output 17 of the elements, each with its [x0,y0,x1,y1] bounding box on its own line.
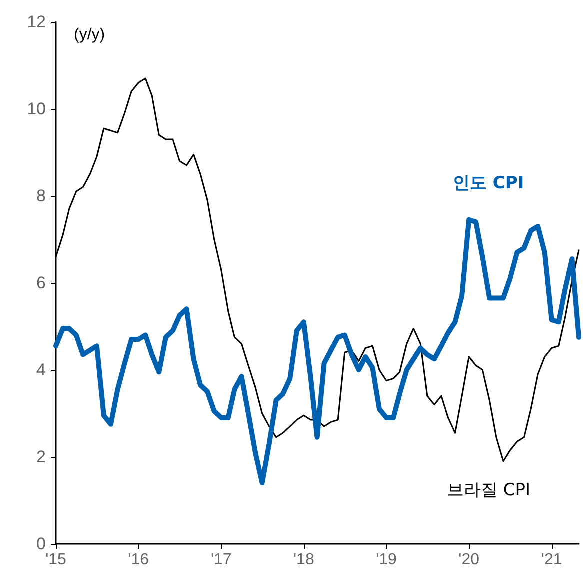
y-tick-label: 2 [36,448,46,466]
y-tick-label: 8 [36,186,46,206]
y-tick-label: 4 [36,360,46,380]
series-label: 브라질 CPI [447,480,531,500]
x-tick-label: '20 [458,552,480,568]
x-tick-label: '18 [294,552,314,568]
x-tick-label: '21 [541,552,562,568]
series-label: 인도 CPI [453,174,524,194]
y-tick-label: 0 [36,534,46,554]
y-tick-label: 6 [36,274,46,292]
x-tick-label: '17 [210,552,232,568]
x-tick-label: '19 [376,552,398,568]
y-tick-label: 10 [27,100,46,118]
x-tick-label: '15 [46,552,67,568]
x-tick-label: '16 [128,552,150,568]
y-tick-label: 12 [27,12,46,32]
y-axis-title: (y/y) [74,26,106,44]
